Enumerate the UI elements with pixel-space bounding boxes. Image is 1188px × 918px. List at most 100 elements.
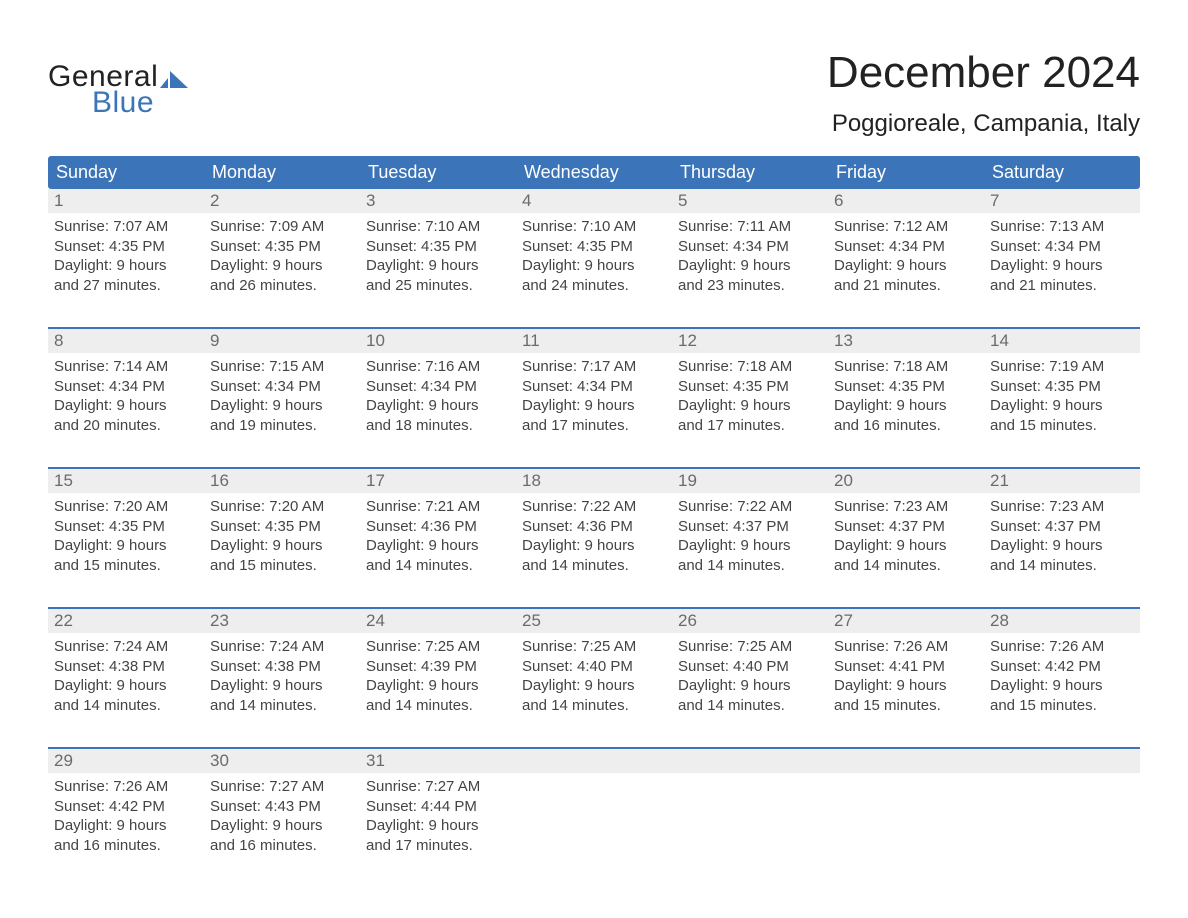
sunset-line: Sunset: 4:35 PM [366, 237, 510, 257]
day-number [984, 749, 1140, 773]
day-cell: 3Sunrise: 7:10 AMSunset: 4:35 PMDaylight… [360, 189, 516, 309]
day-cell: 7Sunrise: 7:13 AMSunset: 4:34 PMDaylight… [984, 189, 1140, 309]
daylight-line-1: Daylight: 9 hours [990, 676, 1134, 696]
sunset-line: Sunset: 4:41 PM [834, 657, 978, 677]
day-number: 5 [672, 189, 828, 213]
day-number: 15 [48, 469, 204, 493]
sunset-line: Sunset: 4:37 PM [678, 517, 822, 537]
sunset-line: Sunset: 4:34 PM [54, 377, 198, 397]
daylight-line-1: Daylight: 9 hours [210, 536, 354, 556]
daylight-line-1: Daylight: 9 hours [522, 536, 666, 556]
day-body: Sunrise: 7:20 AMSunset: 4:35 PMDaylight:… [204, 493, 360, 579]
day-body: Sunrise: 7:25 AMSunset: 4:39 PMDaylight:… [360, 633, 516, 719]
weekday-label: Friday [828, 156, 984, 189]
daylight-line-2: and 17 minutes. [678, 416, 822, 436]
daylight-line-1: Daylight: 9 hours [834, 536, 978, 556]
day-body: Sunrise: 7:15 AMSunset: 4:34 PMDaylight:… [204, 353, 360, 439]
day-cell: 27Sunrise: 7:26 AMSunset: 4:41 PMDayligh… [828, 609, 984, 729]
day-cell [516, 749, 672, 869]
day-number: 28 [984, 609, 1140, 633]
sunset-line: Sunset: 4:40 PM [678, 657, 822, 677]
day-cell: 22Sunrise: 7:24 AMSunset: 4:38 PMDayligh… [48, 609, 204, 729]
daylight-line-2: and 16 minutes. [54, 836, 198, 856]
day-body: Sunrise: 7:26 AMSunset: 4:41 PMDaylight:… [828, 633, 984, 719]
sunset-line: Sunset: 4:35 PM [990, 377, 1134, 397]
daylight-line-1: Daylight: 9 hours [366, 676, 510, 696]
sunset-line: Sunset: 4:40 PM [522, 657, 666, 677]
weekday-label: Wednesday [516, 156, 672, 189]
sunrise-line: Sunrise: 7:25 AM [678, 637, 822, 657]
sunset-line: Sunset: 4:42 PM [54, 797, 198, 817]
sunset-line: Sunset: 4:38 PM [210, 657, 354, 677]
day-body: Sunrise: 7:11 AMSunset: 4:34 PMDaylight:… [672, 213, 828, 299]
sunset-line: Sunset: 4:35 PM [678, 377, 822, 397]
sunrise-line: Sunrise: 7:12 AM [834, 217, 978, 237]
day-body: Sunrise: 7:10 AMSunset: 4:35 PMDaylight:… [360, 213, 516, 299]
sunset-line: Sunset: 4:35 PM [834, 377, 978, 397]
weekday-label: Monday [204, 156, 360, 189]
day-cell: 29Sunrise: 7:26 AMSunset: 4:42 PMDayligh… [48, 749, 204, 869]
day-body: Sunrise: 7:10 AMSunset: 4:35 PMDaylight:… [516, 213, 672, 299]
sunrise-line: Sunrise: 7:16 AM [366, 357, 510, 377]
daylight-line-1: Daylight: 9 hours [366, 816, 510, 836]
sunrise-line: Sunrise: 7:27 AM [210, 777, 354, 797]
sunrise-line: Sunrise: 7:22 AM [522, 497, 666, 517]
day-cell: 20Sunrise: 7:23 AMSunset: 4:37 PMDayligh… [828, 469, 984, 589]
day-body: Sunrise: 7:19 AMSunset: 4:35 PMDaylight:… [984, 353, 1140, 439]
day-body: Sunrise: 7:23 AMSunset: 4:37 PMDaylight:… [828, 493, 984, 579]
day-cell: 24Sunrise: 7:25 AMSunset: 4:39 PMDayligh… [360, 609, 516, 729]
sunset-line: Sunset: 4:36 PM [366, 517, 510, 537]
daylight-line-1: Daylight: 9 hours [54, 396, 198, 416]
sunrise-line: Sunrise: 7:18 AM [678, 357, 822, 377]
sunset-line: Sunset: 4:36 PM [522, 517, 666, 537]
logo-triangle-icon [160, 68, 188, 88]
day-number: 3 [360, 189, 516, 213]
day-cell: 31Sunrise: 7:27 AMSunset: 4:44 PMDayligh… [360, 749, 516, 869]
sunrise-line: Sunrise: 7:10 AM [522, 217, 666, 237]
sunrise-line: Sunrise: 7:10 AM [366, 217, 510, 237]
daylight-line-1: Daylight: 9 hours [678, 396, 822, 416]
logo: General Blue [48, 60, 188, 120]
sunrise-line: Sunrise: 7:20 AM [210, 497, 354, 517]
day-cell: 26Sunrise: 7:25 AMSunset: 4:40 PMDayligh… [672, 609, 828, 729]
sunrise-line: Sunrise: 7:24 AM [210, 637, 354, 657]
day-number [516, 749, 672, 773]
daylight-line-1: Daylight: 9 hours [678, 536, 822, 556]
day-number: 20 [828, 469, 984, 493]
daylight-line-1: Daylight: 9 hours [366, 256, 510, 276]
day-cell: 30Sunrise: 7:27 AMSunset: 4:43 PMDayligh… [204, 749, 360, 869]
sunset-line: Sunset: 4:35 PM [210, 237, 354, 257]
daylight-line-2: and 21 minutes. [990, 276, 1134, 296]
daylight-line-2: and 24 minutes. [522, 276, 666, 296]
day-number: 29 [48, 749, 204, 773]
day-body: Sunrise: 7:26 AMSunset: 4:42 PMDaylight:… [48, 773, 204, 859]
day-body: Sunrise: 7:25 AMSunset: 4:40 PMDaylight:… [516, 633, 672, 719]
sunrise-line: Sunrise: 7:26 AM [990, 637, 1134, 657]
sunset-line: Sunset: 4:44 PM [366, 797, 510, 817]
day-body: Sunrise: 7:14 AMSunset: 4:34 PMDaylight:… [48, 353, 204, 439]
day-cell: 21Sunrise: 7:23 AMSunset: 4:37 PMDayligh… [984, 469, 1140, 589]
daylight-line-2: and 16 minutes. [210, 836, 354, 856]
day-cell: 9Sunrise: 7:15 AMSunset: 4:34 PMDaylight… [204, 329, 360, 449]
daylight-line-2: and 14 minutes. [522, 696, 666, 716]
day-body: Sunrise: 7:27 AMSunset: 4:43 PMDaylight:… [204, 773, 360, 859]
sunrise-line: Sunrise: 7:09 AM [210, 217, 354, 237]
sunrise-line: Sunrise: 7:20 AM [54, 497, 198, 517]
sunset-line: Sunset: 4:34 PM [834, 237, 978, 257]
header-row: General Blue December 2024 Poggioreale, … [48, 48, 1140, 138]
sunset-line: Sunset: 4:34 PM [678, 237, 822, 257]
daylight-line-2: and 14 minutes. [366, 696, 510, 716]
day-body: Sunrise: 7:07 AMSunset: 4:35 PMDaylight:… [48, 213, 204, 299]
day-number: 12 [672, 329, 828, 353]
daylight-line-1: Daylight: 9 hours [990, 256, 1134, 276]
sunset-line: Sunset: 4:34 PM [990, 237, 1134, 257]
day-cell [828, 749, 984, 869]
day-number: 18 [516, 469, 672, 493]
sunrise-line: Sunrise: 7:25 AM [522, 637, 666, 657]
day-body: Sunrise: 7:24 AMSunset: 4:38 PMDaylight:… [48, 633, 204, 719]
day-body: Sunrise: 7:25 AMSunset: 4:40 PMDaylight:… [672, 633, 828, 719]
day-number [672, 749, 828, 773]
sunrise-line: Sunrise: 7:26 AM [834, 637, 978, 657]
day-number: 8 [48, 329, 204, 353]
day-number: 11 [516, 329, 672, 353]
